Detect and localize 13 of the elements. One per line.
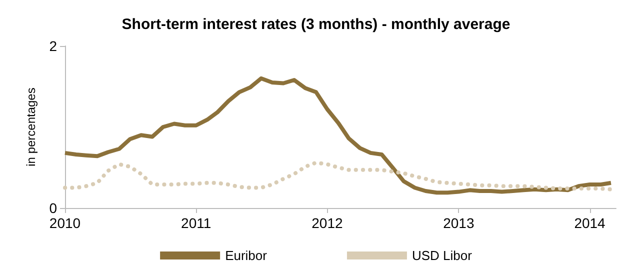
line-series [63,160,613,192]
line-series [63,76,613,195]
legend-label: Euribor [225,248,268,263]
chart-title: Short-term interest rates (3 months) - monthly average [122,16,510,33]
legend-label: USD Libor [412,248,473,263]
x-tick-label: 2012 [312,215,343,231]
x-tick-label: 2014 [574,215,606,231]
y-tick-label: 0 [49,200,58,216]
y-axis-title: in percentages [24,88,38,166]
x-tick-label: 2011 [181,215,212,231]
y-tick-label: 2 [49,38,58,54]
x-tick-label: 2010 [49,215,81,231]
x-tick-label: 2013 [443,215,474,231]
